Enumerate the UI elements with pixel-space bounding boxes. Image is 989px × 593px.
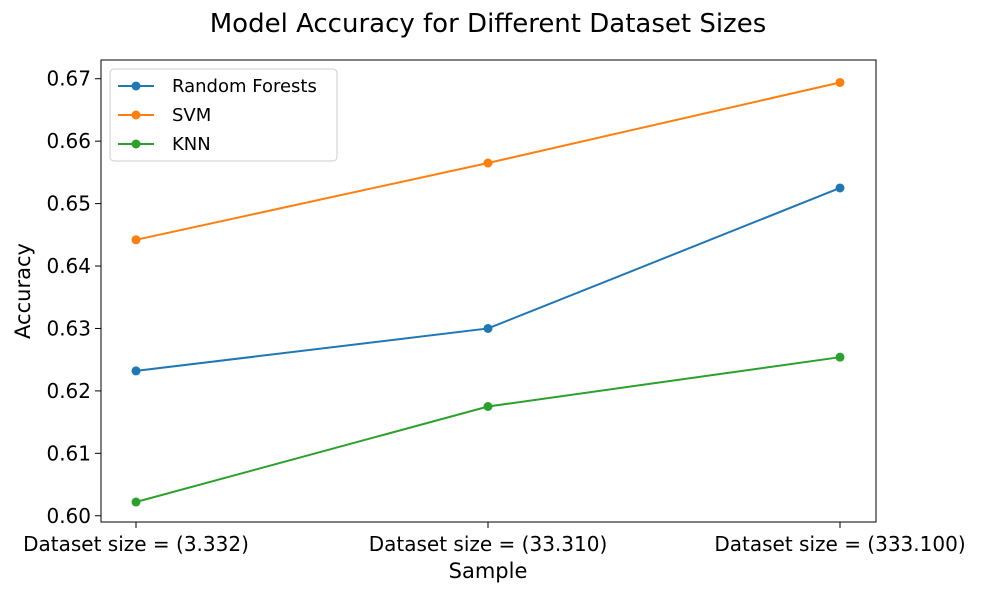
series-svm (131, 77, 845, 245)
y-tick-label: 0.66 (46, 129, 91, 153)
series-random-forests (131, 183, 845, 376)
x-tick-label: Dataset size = (333.100) (714, 532, 965, 556)
x-tick-label: Dataset size = (3.332) (23, 532, 249, 556)
data-point-knn (483, 402, 493, 411)
y-axis: 0.60 0.61 0.62 0.63 0.64 0.65 0.66 0.67 (46, 67, 101, 528)
legend-item-svm: SVM (118, 105, 211, 126)
y-tick-label: 0.64 (46, 254, 91, 278)
legend-marker (131, 81, 141, 91)
data-point-random-forests (131, 366, 141, 376)
data-point-random-forests (483, 323, 493, 333)
series-layer (131, 77, 845, 507)
legend-item-random-forests: Random Forests (118, 76, 317, 97)
legend-item-knn: KNN (118, 134, 211, 155)
series-line-random-forests (135, 187, 841, 372)
x-axis: Dataset size = (3.332) Dataset size = (33… (23, 522, 966, 556)
y-tick-label: 0.60 (46, 504, 91, 528)
data-point-svm (483, 158, 493, 168)
legend-label: Random Forests (172, 76, 317, 97)
legend-marker (131, 139, 141, 149)
y-tick-label: 0.61 (46, 441, 91, 465)
x-axis-label: Sample (449, 559, 528, 583)
y-axis-label: Accuracy (11, 243, 35, 339)
legend-marker (131, 110, 141, 120)
y-tick-label: 0.65 (46, 192, 91, 216)
legend-label: SVM (172, 105, 211, 126)
y-tick-label: 0.62 (46, 379, 91, 403)
y-tick-label: 0.67 (46, 67, 91, 91)
legend-label: KNN (172, 134, 211, 155)
x-tick-label: Dataset size = (33.310) (369, 532, 608, 556)
chart-title: Model Accuracy for Different Dataset Siz… (210, 9, 767, 39)
series-knn (131, 352, 845, 507)
legend-frame (109, 68, 338, 162)
legend: Random Forests SVM KNN (109, 68, 338, 162)
data-point-knn (835, 352, 845, 362)
data-point-random-forests (835, 183, 845, 193)
data-point-svm (131, 235, 141, 245)
y-tick-label: 0.63 (46, 316, 91, 340)
data-point-knn (131, 497, 141, 507)
series-line-knn (135, 356, 841, 503)
data-point-svm (835, 77, 845, 87)
